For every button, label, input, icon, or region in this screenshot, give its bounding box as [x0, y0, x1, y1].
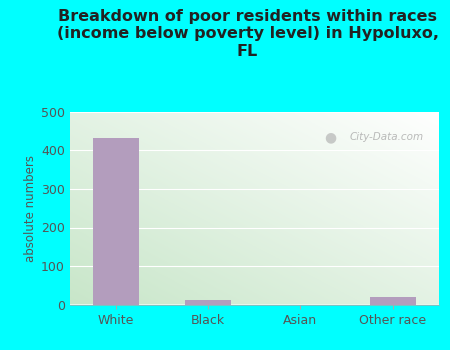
Y-axis label: absolute numbers: absolute numbers: [24, 155, 37, 262]
Text: City-Data.com: City-Data.com: [350, 132, 424, 142]
Bar: [185, 300, 231, 304]
Bar: [369, 297, 416, 304]
Bar: [93, 138, 139, 304]
Text: ●: ●: [324, 130, 337, 144]
Text: Breakdown of poor residents within races
(income below poverty level) in Hypolux: Breakdown of poor residents within races…: [57, 9, 438, 58]
